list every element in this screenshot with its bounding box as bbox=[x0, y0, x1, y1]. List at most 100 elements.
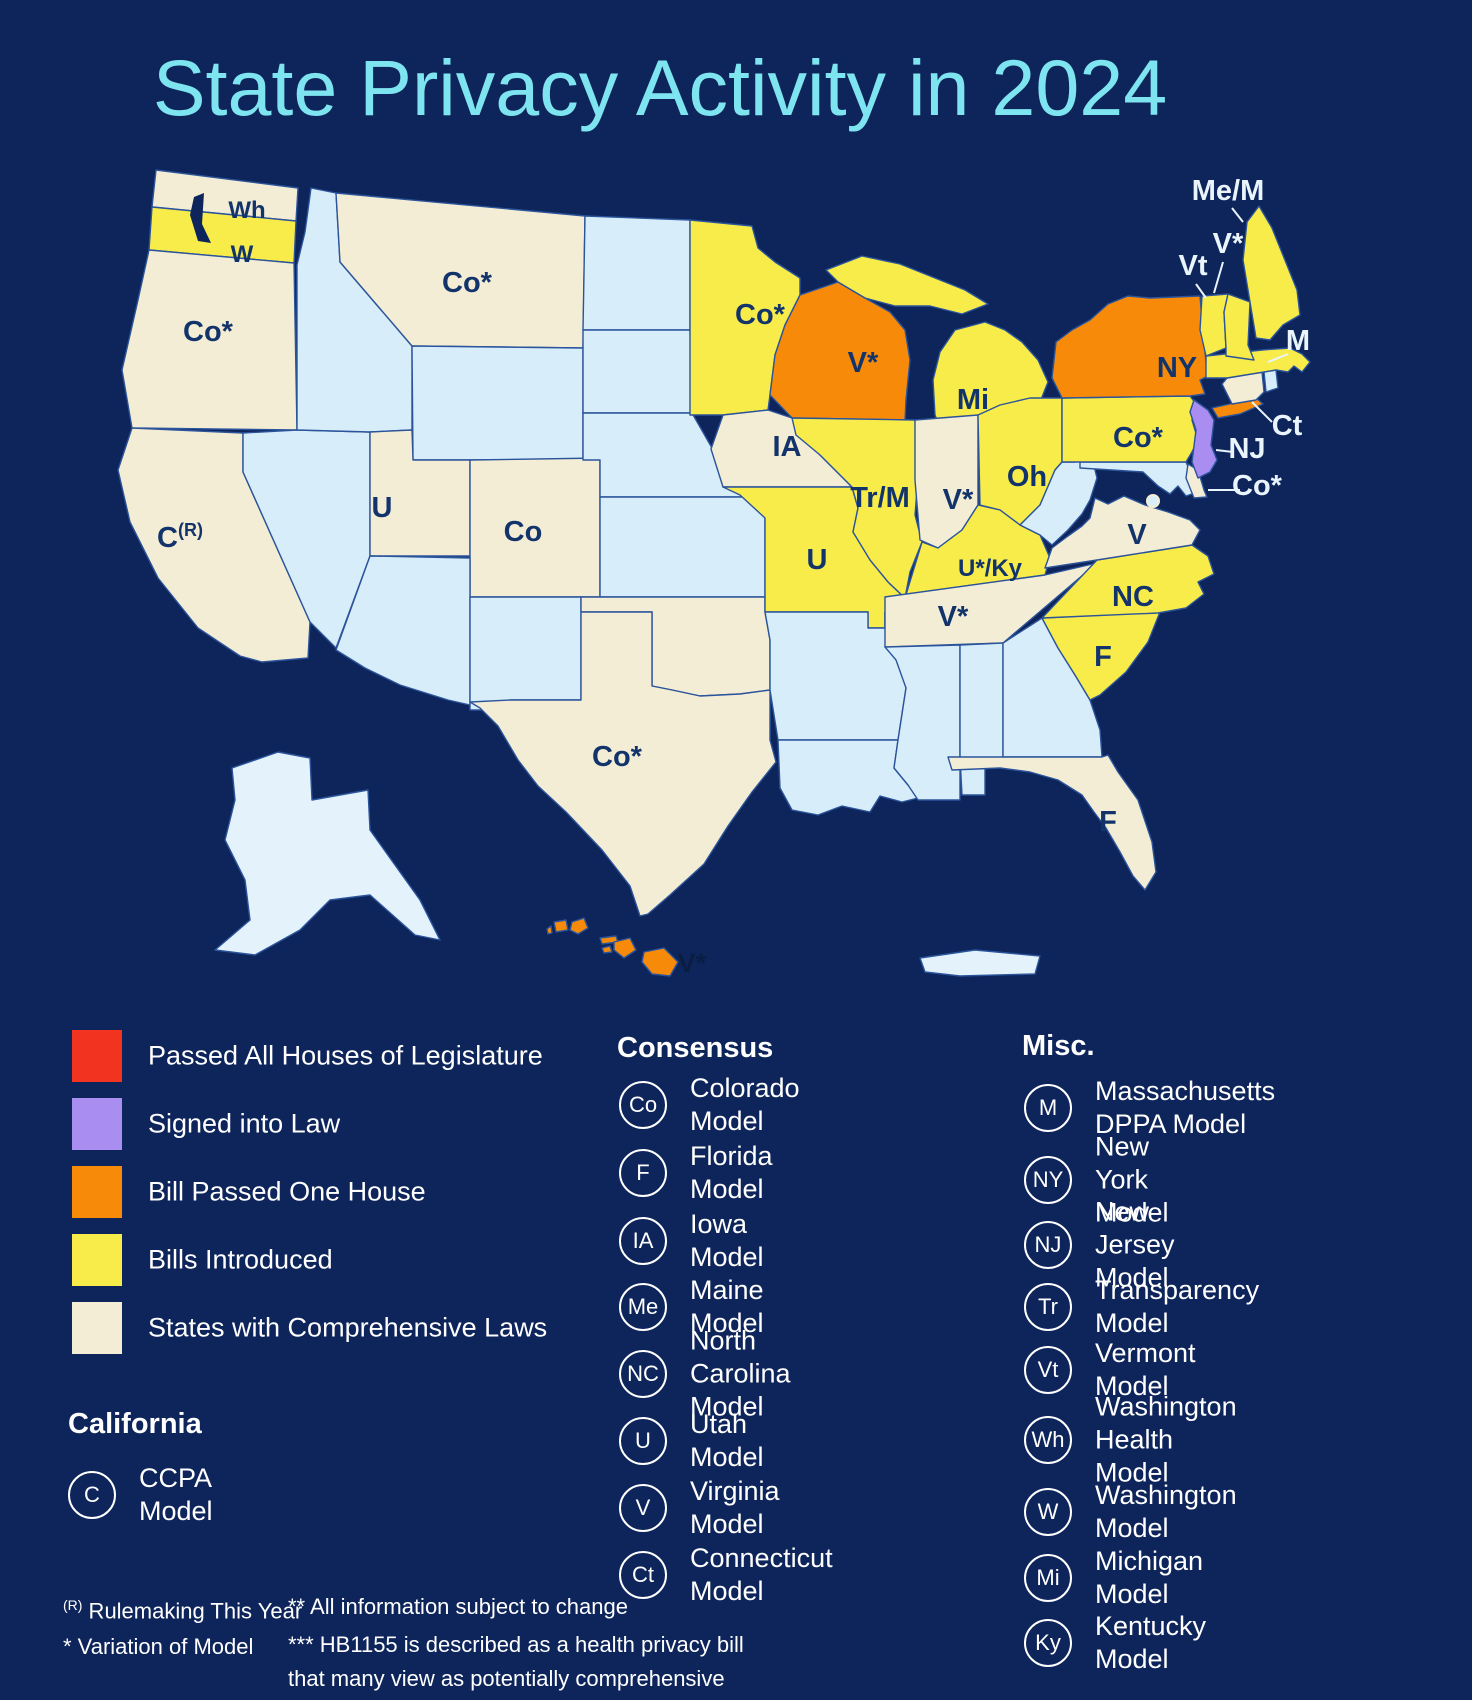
state-label-fl: F bbox=[1099, 806, 1117, 838]
transparency-circle-icon: Tr bbox=[1024, 1283, 1072, 1331]
michigan-circle-icon: Mi bbox=[1024, 1554, 1072, 1602]
footnote-variation: * Variation of Model bbox=[63, 1634, 254, 1659]
legend-label-comprehensive: States with Comprehensive Laws bbox=[148, 1312, 548, 1343]
state-label-ct: Ct bbox=[1272, 410, 1303, 442]
state-label-ca: C(R) bbox=[157, 520, 203, 554]
state-label-wa-south: W bbox=[231, 241, 254, 268]
misc-heading: Misc. bbox=[1022, 1030, 1095, 1062]
misc-label-new-york: New York Model bbox=[1095, 1131, 1169, 1228]
state-label-or: Co* bbox=[183, 316, 234, 348]
state-label-nj: NJ bbox=[1228, 433, 1265, 465]
state-label-tn: V* bbox=[938, 601, 969, 633]
misc-label-washington-health: Washington Health Model bbox=[1095, 1391, 1237, 1488]
misc-label-michigan: Michigan Model bbox=[1095, 1546, 1204, 1609]
misc-label-massachusetts: Massachusetts DPPA Model bbox=[1095, 1076, 1276, 1139]
washington-circle-icon: W bbox=[1024, 1488, 1072, 1536]
state-label-wa-north: Wh bbox=[228, 197, 265, 224]
state-hawaii bbox=[546, 917, 679, 977]
footnote-subject-to-change: ** All information subject to change bbox=[288, 1594, 628, 1619]
state-label-mn: Co* bbox=[735, 299, 786, 331]
state-label-ky: U*/Ky bbox=[958, 555, 1023, 582]
state-label-wi: V* bbox=[848, 347, 879, 379]
state-label-de: Co* bbox=[1232, 470, 1283, 502]
consensus-label-virginia: Virginia Model bbox=[690, 1476, 780, 1539]
state-vermont bbox=[1199, 293, 1229, 357]
state-south-dakota bbox=[582, 329, 693, 414]
consensus-label-north-carolina: North Carolina Model bbox=[690, 1325, 791, 1422]
consensus-label-maine: Maine Model bbox=[690, 1275, 764, 1338]
kentucky-circle-icon: Ky bbox=[1024, 1619, 1072, 1667]
misc-label-transparency: Transparency Model bbox=[1095, 1275, 1260, 1338]
state-alabama bbox=[959, 642, 1004, 796]
legend-swatch-introduced bbox=[72, 1234, 122, 1286]
puget-sound bbox=[190, 193, 211, 243]
colorado-circle-icon: Co bbox=[619, 1081, 667, 1129]
callout-ct bbox=[1251, 401, 1273, 423]
state-kansas bbox=[599, 496, 766, 598]
state-michigan-upper-peninsula bbox=[825, 255, 989, 315]
misc-label-vermont: Vermont Model bbox=[1095, 1338, 1196, 1401]
state-label-hi: V* bbox=[678, 948, 707, 978]
state-label-vt: Vt bbox=[1179, 250, 1208, 282]
callout-me bbox=[1231, 207, 1244, 223]
ccpa-circle-icon: C bbox=[68, 1471, 116, 1519]
consensus-label-colorado: Colorado Model bbox=[690, 1073, 800, 1136]
state-label-il: Tr/M bbox=[850, 482, 910, 514]
state-label-pa: Co* bbox=[1113, 422, 1164, 454]
state-label-in: V* bbox=[943, 484, 974, 516]
state-florida bbox=[947, 754, 1157, 891]
state-virginia bbox=[1044, 495, 1201, 569]
callout-vt bbox=[1195, 283, 1207, 299]
california-heading: California bbox=[68, 1408, 202, 1440]
state-north-carolina bbox=[1041, 544, 1215, 619]
consensus-heading: Consensus bbox=[617, 1032, 774, 1064]
state-arizona bbox=[335, 555, 471, 706]
footnote-hb1155: *** HB1155 is described as a health priv… bbox=[288, 1632, 744, 1691]
callout-nh bbox=[1213, 261, 1224, 294]
virginia-circle-icon: V bbox=[619, 1484, 667, 1532]
utah-circle-icon: U bbox=[619, 1417, 667, 1465]
state-texas bbox=[469, 611, 777, 917]
territory-puerto-rico bbox=[919, 949, 1041, 977]
callout-nj bbox=[1215, 449, 1234, 453]
consensus-label-iowa: Iowa Model bbox=[690, 1209, 764, 1272]
state-south-carolina bbox=[1041, 611, 1161, 701]
state-label-va: V bbox=[1127, 519, 1147, 551]
misc-label-new-jersey: New Jersey Model bbox=[1095, 1196, 1175, 1293]
state-label-nh: V* bbox=[1213, 228, 1244, 260]
new-york-circle-icon: NY bbox=[1024, 1156, 1072, 1204]
state-maine bbox=[1242, 205, 1301, 341]
state-label-me: Me/M bbox=[1192, 175, 1265, 207]
state-north-dakota bbox=[582, 215, 691, 331]
legend-label-passed-one: Bill Passed One House bbox=[148, 1176, 426, 1207]
massachusetts-circle-icon: M bbox=[1024, 1084, 1072, 1132]
state-label-sc: F bbox=[1094, 641, 1112, 673]
callout-ma bbox=[1267, 353, 1289, 363]
consensus-label-utah: Utah Model bbox=[690, 1409, 764, 1472]
state-label-nc: NC bbox=[1112, 581, 1154, 613]
connecticut-circle-icon: Ct bbox=[619, 1551, 667, 1599]
state-maryland bbox=[1079, 461, 1199, 497]
iowa-circle-icon: IA bbox=[619, 1217, 667, 1265]
consensus-label-florida: Florida Model bbox=[690, 1141, 773, 1204]
misc-label-washington: Washington Model bbox=[1095, 1480, 1237, 1543]
state-new-mexico bbox=[469, 596, 582, 711]
state-label-co: Co bbox=[504, 516, 543, 548]
state-label-mt: Co* bbox=[442, 267, 493, 299]
legend-swatch-passed-one bbox=[72, 1166, 122, 1218]
legend-label-introduced: Bills Introduced bbox=[148, 1244, 333, 1275]
state-label-mi: Mi bbox=[957, 384, 989, 416]
state-label-ny: NY bbox=[1157, 352, 1197, 384]
legend-swatch-comprehensive bbox=[72, 1302, 122, 1354]
state-label-mo: U bbox=[807, 544, 828, 576]
state-wyoming bbox=[411, 345, 584, 461]
north-carolina-circle-icon: NC bbox=[619, 1350, 667, 1398]
dc-marker bbox=[1146, 494, 1160, 508]
state-alaska bbox=[214, 751, 441, 956]
state-new-hampshire bbox=[1223, 293, 1255, 361]
legend-label-signed: Signed into Law bbox=[148, 1108, 341, 1139]
washington-health-circle-icon: Wh bbox=[1024, 1416, 1072, 1464]
legend-swatch-signed bbox=[72, 1098, 122, 1150]
